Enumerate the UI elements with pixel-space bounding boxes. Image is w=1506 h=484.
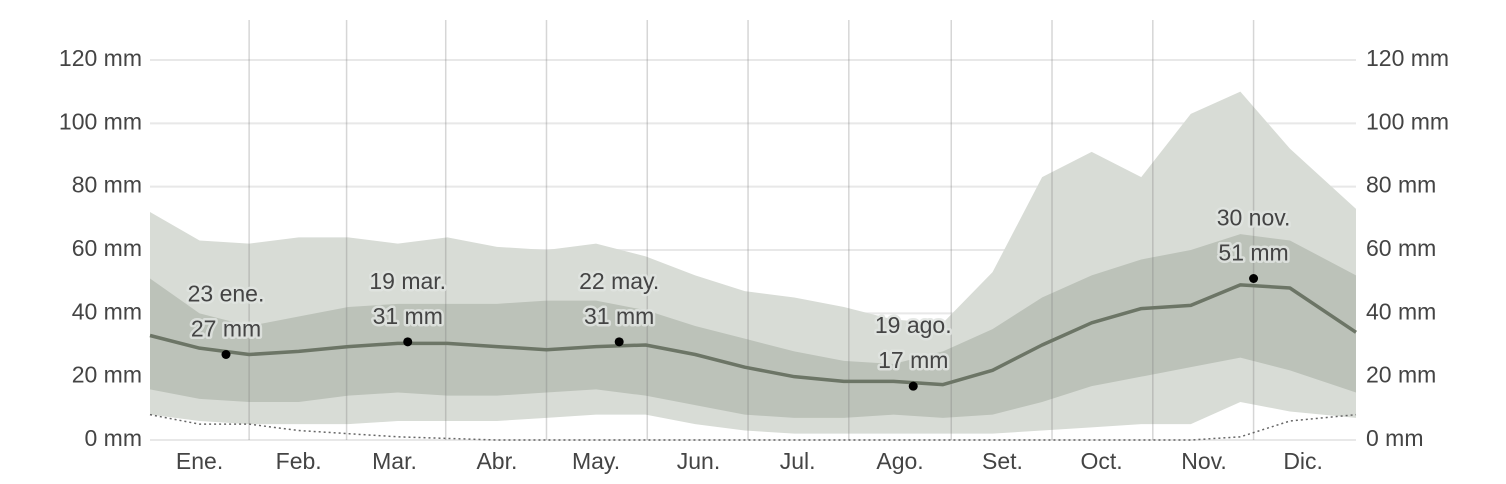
annotation-date: 19 ago. xyxy=(875,312,952,338)
x-tick-label: Ago. xyxy=(876,448,923,474)
x-tick-label: Abr. xyxy=(476,448,517,474)
y2-tick-label: 100 mm xyxy=(1366,108,1449,134)
y-tick-label: 60 mm xyxy=(72,235,142,261)
bands xyxy=(150,91,1356,434)
y2-tick-label: 20 mm xyxy=(1366,362,1436,388)
annotation-dot xyxy=(403,337,413,347)
annotation-date: 23 ene. xyxy=(188,281,265,307)
annotation-value: 31 mm xyxy=(373,303,443,329)
y-tick-label: 100 mm xyxy=(59,108,142,134)
lines xyxy=(149,274,1357,441)
annotation-value: 17 mm xyxy=(878,347,948,373)
x-tick-label: Dic. xyxy=(1283,448,1323,474)
y-tick-label: 120 mm xyxy=(59,45,142,71)
x-tick-label: Set. xyxy=(982,448,1023,474)
series-line xyxy=(149,283,1357,387)
y2-tick-label: 120 mm xyxy=(1366,45,1449,71)
annotation-value: 31 mm xyxy=(584,303,654,329)
x-tick-label: Ene. xyxy=(176,448,223,474)
annotation-dot xyxy=(614,337,624,347)
annotation-dot xyxy=(908,381,918,391)
annotation-dot xyxy=(1249,274,1259,283)
month-lines xyxy=(248,20,1255,440)
y-tick-label: 20 mm xyxy=(72,362,142,388)
y-tick-label: 40 mm xyxy=(72,298,142,324)
x-tick-label: Mar. xyxy=(372,448,417,474)
x-tick-label: Jul. xyxy=(780,448,816,474)
x-tick-label: May. xyxy=(572,448,620,474)
annotation-value: 51 mm xyxy=(1218,240,1288,266)
percentile-band xyxy=(150,234,1356,418)
x-tick-label: Feb. xyxy=(276,448,322,474)
y2-tick-label: 80 mm xyxy=(1366,172,1436,198)
y-tick-label: 0 mm xyxy=(85,425,143,451)
x-tick-label: Jun. xyxy=(677,448,720,474)
annotation-date: 30 nov. xyxy=(1217,205,1291,231)
annotation-dot xyxy=(221,350,231,359)
y2-tick-label: 40 mm xyxy=(1366,298,1436,324)
x-tick-label: Oct. xyxy=(1080,448,1122,474)
annotation-date: 19 mar. xyxy=(369,268,446,294)
y2-tick-label: 0 mm xyxy=(1366,425,1424,451)
x-tick-label: Nov. xyxy=(1181,448,1227,474)
y2-tick-label: 60 mm xyxy=(1366,235,1436,261)
annotation-value: 27 mm xyxy=(191,316,261,342)
labels: 0 mm 20 mm 40 mm 60 mm 80 mm 100 mm 120 mm 0 mm… xyxy=(59,45,1449,474)
series-line xyxy=(149,413,1357,441)
y-tick-label: 80 mm xyxy=(72,172,142,198)
annotation-date: 22 may. xyxy=(579,268,659,294)
